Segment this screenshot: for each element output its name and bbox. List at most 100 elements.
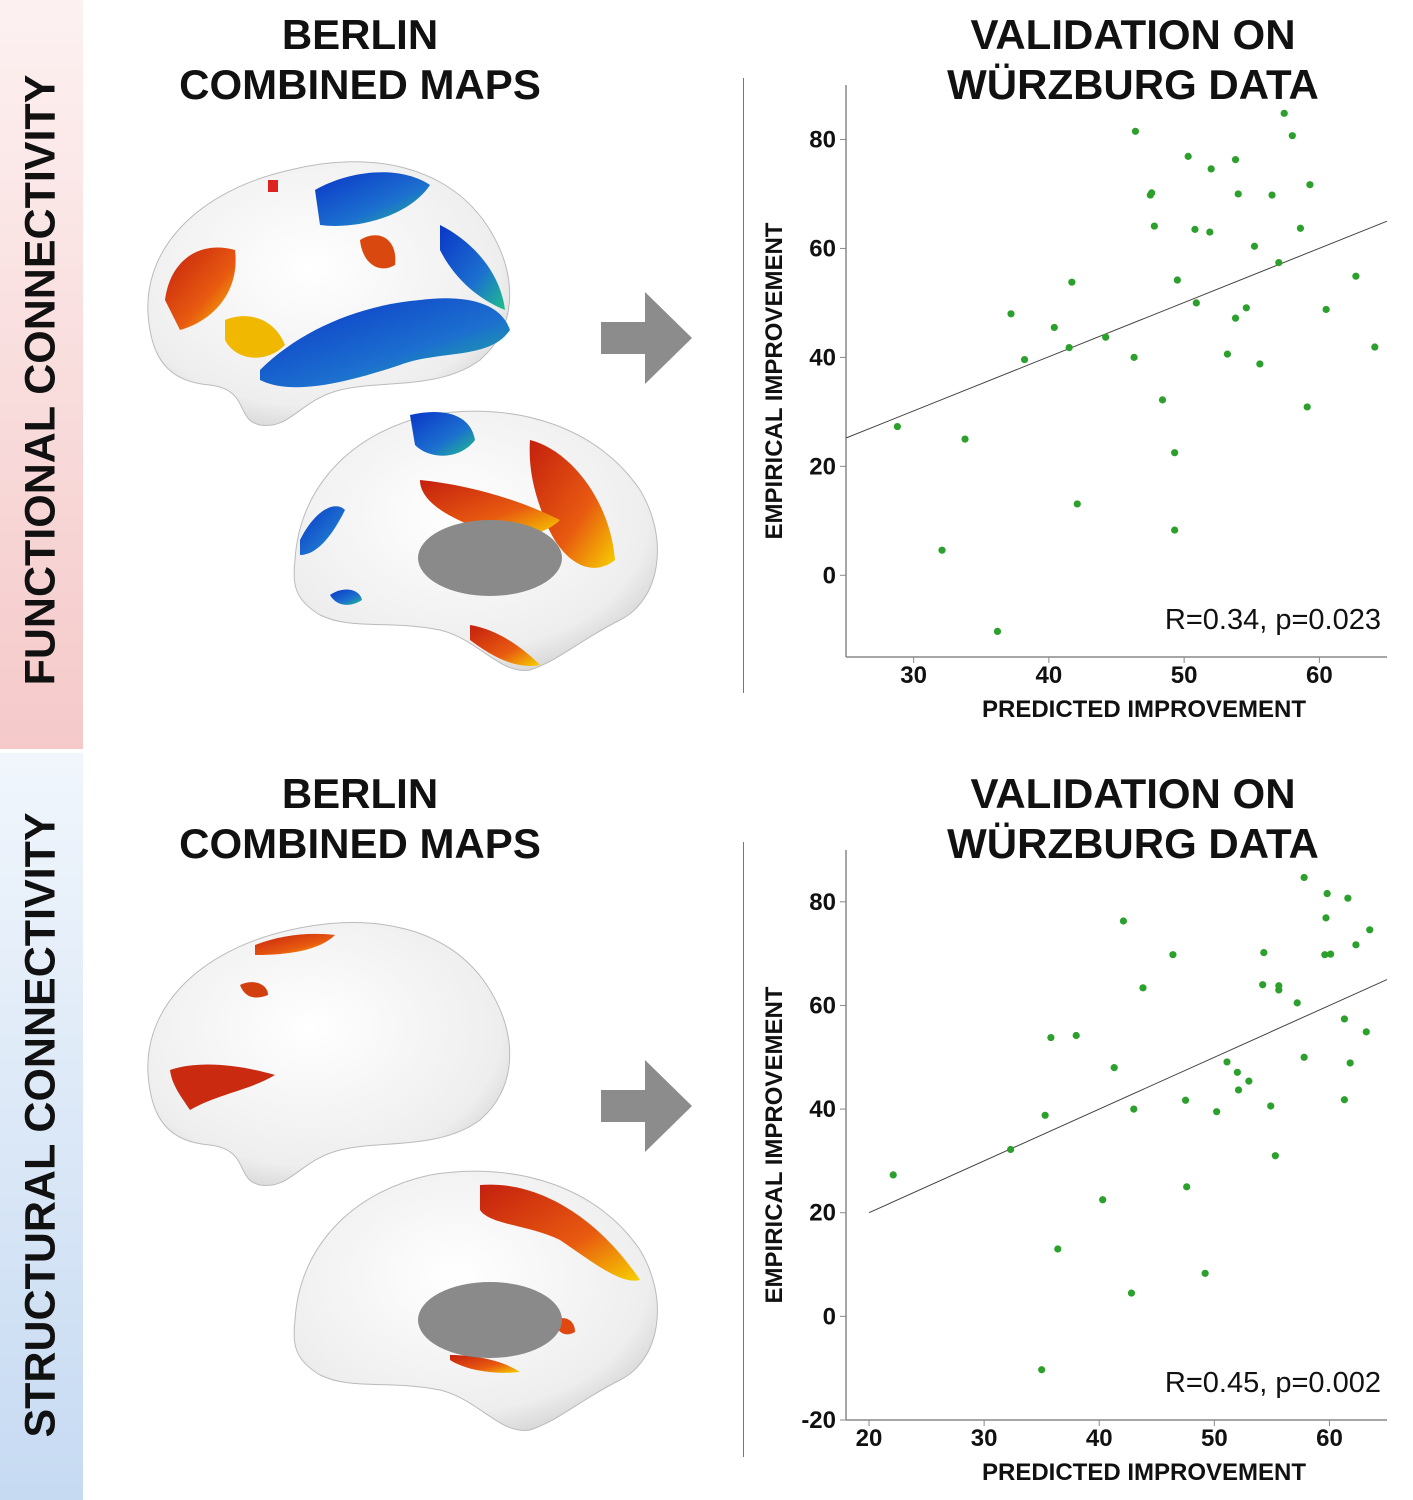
- left-title-bottom: BERLIN COMBINED MAPS: [179, 769, 541, 869]
- data-point: [1184, 152, 1192, 160]
- data-point: [1306, 181, 1314, 189]
- x-tick-label: 30: [900, 662, 927, 689]
- data-point: [1181, 1096, 1190, 1104]
- y-tick-label: 40: [809, 1096, 836, 1123]
- data-point: [1296, 224, 1305, 232]
- y-tick-label: 40: [809, 344, 836, 371]
- brain-medial-structural: [293, 1170, 658, 1431]
- y-tick-label: 0: [823, 1303, 836, 1330]
- data-point: [1127, 1289, 1136, 1297]
- data-point: [1322, 914, 1330, 922]
- data-point: [1158, 396, 1167, 404]
- y-tick-label: 60: [809, 235, 836, 262]
- y-axis-label: EMPIRICAL IMPROVEMENT: [761, 222, 788, 539]
- title-line: COMBINED MAPS: [179, 820, 541, 867]
- x-tick-label: 50: [1171, 662, 1198, 689]
- data-point: [1038, 1366, 1046, 1374]
- data-point: [1171, 526, 1179, 534]
- data-point: [1007, 310, 1015, 318]
- y-tick-label: 20: [809, 1200, 836, 1227]
- y-tick-label: 80: [809, 126, 836, 153]
- data-point: [1131, 127, 1140, 135]
- y-tick-label: 80: [809, 889, 836, 916]
- x-tick-label: 20: [856, 1425, 883, 1452]
- data-point: [1275, 986, 1283, 994]
- data-point: [1213, 1108, 1221, 1116]
- data-point: [893, 422, 901, 431]
- data-point: [1234, 190, 1242, 198]
- divider-bottom: [743, 842, 744, 1457]
- title-line: COMBINED MAPS: [179, 61, 541, 108]
- y-axis-label: EMPIRICAL IMPROVEMENT: [761, 986, 788, 1303]
- y-tick-label: 20: [809, 453, 836, 480]
- data-point: [1169, 951, 1177, 959]
- data-point: [1050, 323, 1058, 332]
- medial-wall-mask: [418, 520, 562, 596]
- data-point: [1130, 353, 1138, 361]
- data-point: [1300, 1053, 1308, 1061]
- data-point: [1362, 1028, 1370, 1036]
- data-point: [1346, 1059, 1354, 1067]
- data-point: [1326, 950, 1335, 958]
- data-point: [1207, 165, 1215, 173]
- data-point: [1072, 1031, 1080, 1040]
- data-point: [1259, 981, 1267, 989]
- fit-line: [868, 979, 1388, 1214]
- data-point: [1371, 343, 1379, 351]
- data-point: [1321, 951, 1329, 959]
- title-line: VALIDATION ON: [970, 770, 1296, 817]
- brain-lateral-structural: [147, 922, 511, 1187]
- x-tick-label: 40: [1036, 662, 1063, 689]
- data-point: [1352, 272, 1360, 280]
- data-point: [1150, 222, 1158, 230]
- fit-line: [845, 220, 1388, 439]
- data-point: [1233, 1068, 1241, 1076]
- data-point: [993, 627, 1002, 635]
- y-tick-label: 60: [809, 992, 836, 1019]
- data-point: [1366, 926, 1374, 934]
- data-point: [1250, 242, 1259, 250]
- data-point: [1054, 1245, 1062, 1253]
- x-tick-label: 50: [1201, 1425, 1228, 1452]
- data-point: [1130, 1105, 1138, 1113]
- data-point: [1047, 1033, 1055, 1042]
- y-tick-label: -20: [801, 1407, 836, 1434]
- data-point: [1352, 941, 1360, 949]
- data-point: [1065, 343, 1073, 352]
- x-tick-label: 30: [971, 1425, 998, 1452]
- correlation-annotation: R=0.45, p=0.002: [1165, 1367, 1381, 1399]
- divider-top: [743, 78, 744, 693]
- data-point: [1171, 449, 1179, 457]
- data-point: [1183, 1183, 1191, 1191]
- data-point: [1340, 1015, 1349, 1023]
- arrow-right-icon: [601, 292, 692, 384]
- data-point: [1223, 1058, 1231, 1066]
- data-point: [1242, 304, 1250, 312]
- data-point: [1173, 276, 1181, 284]
- x-axis-label: PREDICTED IMPROVEMENT: [982, 1459, 1306, 1486]
- data-point: [1323, 889, 1331, 898]
- data-point: [1303, 403, 1311, 411]
- brain-medial-functional: [293, 410, 658, 671]
- data-point: [1267, 1102, 1275, 1110]
- correlation-annotation: R=0.34, p=0.023: [1165, 604, 1381, 636]
- data-point: [1256, 360, 1264, 368]
- data-point: [1340, 1096, 1349, 1104]
- data-point: [938, 546, 946, 554]
- x-axis-label: PREDICTED IMPROVEMENT: [982, 696, 1306, 723]
- data-point: [1206, 228, 1214, 236]
- right-title-bottom: VALIDATION ON WÜRZBURG DATA: [947, 769, 1319, 869]
- data-point: [1268, 191, 1276, 199]
- title-line: VALIDATION ON: [970, 11, 1296, 58]
- x-tick-label: 40: [1086, 1425, 1113, 1452]
- data-point: [1119, 917, 1128, 925]
- data-point: [1020, 355, 1029, 364]
- data-point: [1288, 132, 1296, 140]
- title-line: BERLIN: [281, 11, 439, 58]
- data-point: [889, 1171, 897, 1179]
- data-point: [1344, 894, 1352, 902]
- data-point: [1102, 333, 1110, 341]
- data-point: [1041, 1111, 1049, 1119]
- title-line: WÜRZBURG DATA: [947, 820, 1319, 867]
- x-tick-label: 60: [1316, 1425, 1343, 1452]
